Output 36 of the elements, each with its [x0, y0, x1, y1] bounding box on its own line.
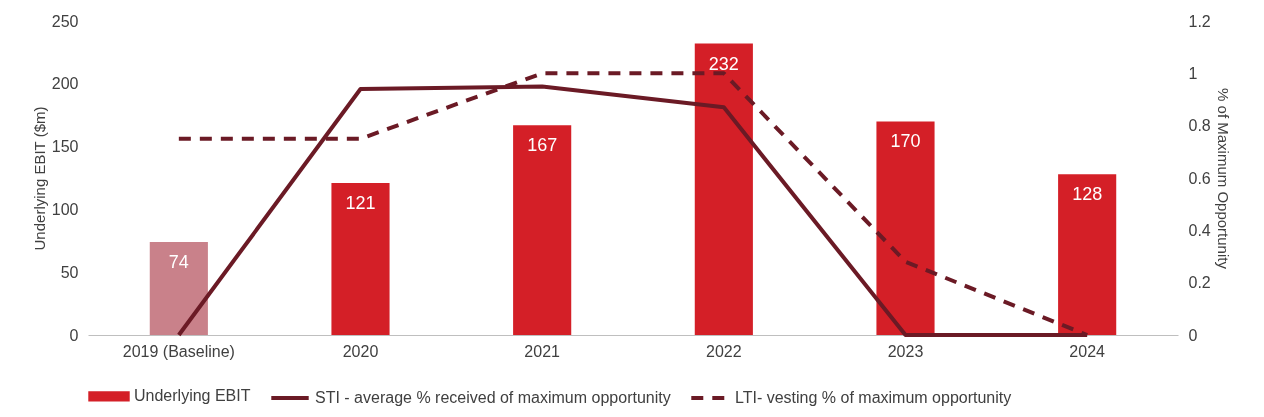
x-tick-label: 2023 — [887, 342, 924, 360]
y2-tick-label: 0.4 — [1188, 221, 1211, 239]
bar — [331, 183, 390, 335]
legend-label: Underlying EBIT — [134, 387, 251, 405]
y-tick-label: 200 — [51, 75, 79, 93]
y-tick-label: 250 — [51, 12, 79, 30]
y-tick-label: 100 — [51, 200, 79, 218]
y2-tick-label: 0.8 — [1188, 117, 1211, 135]
data-label: 170 — [890, 131, 921, 152]
bar — [694, 43, 753, 335]
x-tick-label: 2021 — [524, 342, 561, 360]
data-label: 121 — [345, 193, 376, 214]
x-tick-label: 2019 (Baseline) — [122, 342, 235, 360]
y2-tick-label: 1.2 — [1188, 12, 1211, 30]
bar — [876, 121, 935, 335]
bar — [149, 242, 208, 335]
y2-tick-label: 1 — [1188, 64, 1198, 82]
y-axis-title: Underlying EBIT ($m) — [30, 106, 48, 251]
x-tick-label: 2022 — [706, 342, 742, 360]
x-tick-label: 2020 — [342, 342, 379, 360]
y2-axis-title: % of Maximum Opportunity — [1214, 88, 1232, 270]
data-label: 167 — [527, 135, 558, 156]
legend-label: STI - average % received of maximum opportunity — [315, 389, 671, 406]
y-tick-label: 50 — [60, 263, 79, 281]
legend-label: LTI- vesting % of maximum opportunity — [735, 389, 1012, 406]
x-tick-label: 2024 — [1069, 342, 1106, 360]
bar — [513, 125, 572, 335]
data-label: 74 — [168, 252, 189, 273]
y2-tick-label: 0 — [1188, 326, 1198, 344]
bar — [1058, 174, 1117, 335]
y2-tick-label: 0.2 — [1188, 274, 1211, 292]
y-tick-label: 0 — [69, 326, 79, 344]
data-label: 232 — [708, 53, 739, 74]
y-tick-label: 150 — [51, 138, 79, 156]
data-label: 128 — [1072, 184, 1103, 205]
y2-tick-label: 0.6 — [1188, 169, 1211, 187]
